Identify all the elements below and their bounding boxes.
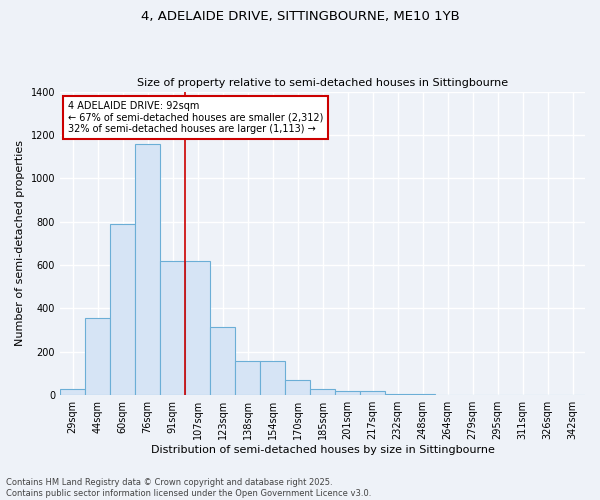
Bar xyxy=(410,394,435,395)
Y-axis label: Number of semi-detached properties: Number of semi-detached properties xyxy=(15,140,25,346)
Bar xyxy=(210,327,235,395)
Bar xyxy=(310,388,335,395)
Text: 4 ADELAIDE DRIVE: 92sqm
← 67% of semi-detached houses are smaller (2,312)
32% of: 4 ADELAIDE DRIVE: 92sqm ← 67% of semi-de… xyxy=(68,100,323,134)
Text: 4, ADELAIDE DRIVE, SITTINGBOURNE, ME10 1YB: 4, ADELAIDE DRIVE, SITTINGBOURNE, ME10 1… xyxy=(140,10,460,23)
Bar xyxy=(135,144,160,395)
Bar xyxy=(285,380,310,395)
Bar xyxy=(110,224,135,395)
Bar xyxy=(60,388,85,395)
Bar xyxy=(160,260,185,395)
X-axis label: Distribution of semi-detached houses by size in Sittingbourne: Distribution of semi-detached houses by … xyxy=(151,445,494,455)
Bar xyxy=(335,391,360,395)
Bar xyxy=(235,360,260,395)
Title: Size of property relative to semi-detached houses in Sittingbourne: Size of property relative to semi-detach… xyxy=(137,78,508,88)
Bar xyxy=(85,318,110,395)
Text: Contains HM Land Registry data © Crown copyright and database right 2025.
Contai: Contains HM Land Registry data © Crown c… xyxy=(6,478,371,498)
Bar xyxy=(185,260,210,395)
Bar xyxy=(360,391,385,395)
Bar xyxy=(385,394,410,395)
Bar xyxy=(260,360,285,395)
